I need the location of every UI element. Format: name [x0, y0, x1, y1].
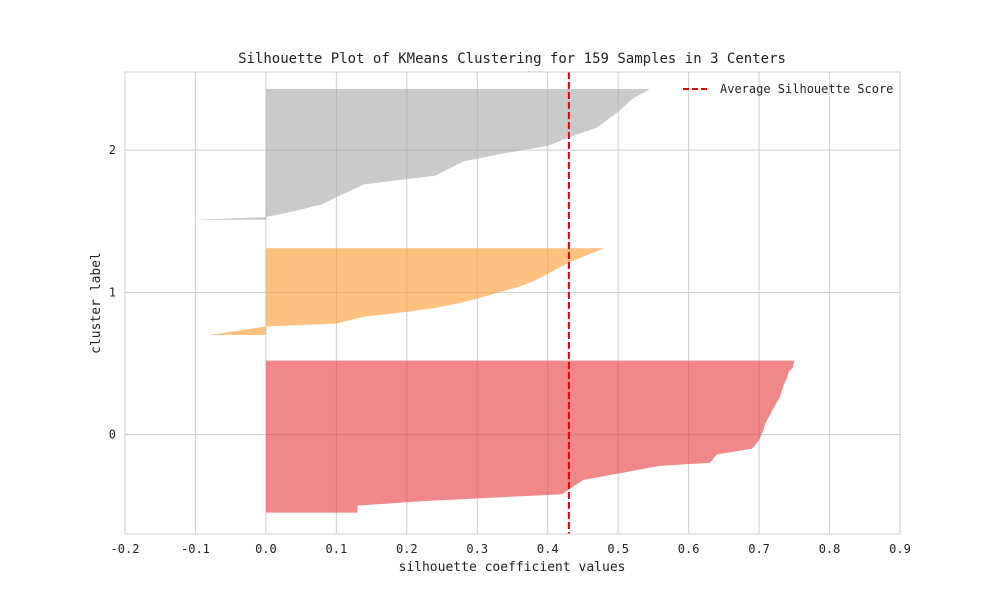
x-tick-label: 0.0: [255, 542, 277, 556]
x-tick-label: -0.2: [111, 542, 140, 556]
chart-title: Silhouette Plot of KMeans Clustering for…: [238, 51, 786, 67]
x-tick-label: 0.2: [396, 542, 418, 556]
legend: Average Silhouette Score: [683, 82, 893, 96]
cluster-2-silhouette: [195, 89, 650, 220]
x-tick-label: 0.5: [607, 542, 629, 556]
x-tick-label: 0.3: [466, 542, 488, 556]
x-tick-label: 0.8: [819, 542, 841, 556]
y-tick-label: 2: [109, 143, 116, 157]
x-tick-label: 0.4: [537, 542, 559, 556]
plot-frame: [124, 71, 901, 535]
y-tick-label: 0: [109, 427, 116, 441]
y-axis-title: cluster label: [89, 252, 104, 354]
x-tick-labels: -0.2 -0.1 0.0 0.1 0.2 0.3 0.4 0.5 0.6 0.7 0.8 0.9: [111, 542, 911, 556]
cluster-0-silhouette: [265, 360, 795, 513]
y-tick-labels: 0 1 2: [109, 143, 116, 441]
legend-label-average: Average Silhouette Score: [720, 82, 893, 96]
x-tick-label: -0.1: [181, 542, 210, 556]
x-tick-label: 0.7: [748, 542, 770, 556]
x-tick-label: 0.9: [889, 542, 911, 556]
x-tick-label: 0.6: [678, 542, 700, 556]
x-axis-title: silhouette coefficient values: [399, 560, 626, 575]
x-tick-label: 0.1: [326, 542, 348, 556]
y-tick-label: 1: [109, 285, 116, 299]
cluster-1-silhouette: [209, 248, 605, 335]
cluster-areas: [195, 89, 795, 513]
